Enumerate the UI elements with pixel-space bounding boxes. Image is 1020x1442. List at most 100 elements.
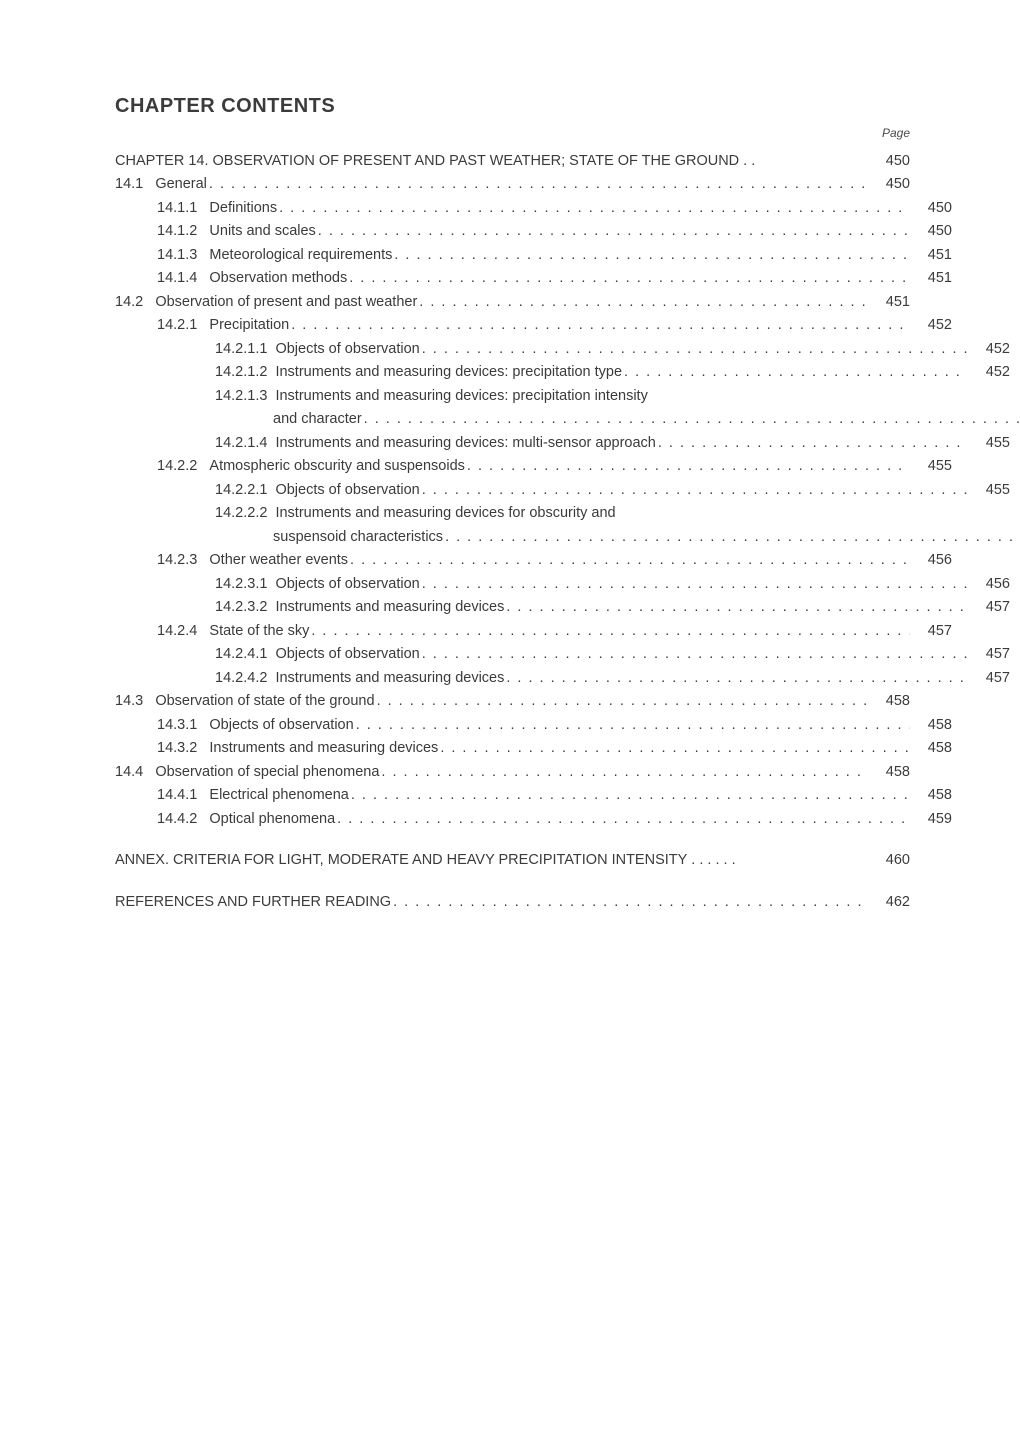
toc-entry-page: 457 bbox=[970, 667, 1010, 690]
toc-entry-number: 14.2.4.2 bbox=[215, 667, 275, 690]
toc-entry-title: Observation methods bbox=[209, 267, 347, 290]
toc-entry-page: 458 bbox=[912, 714, 952, 737]
toc-entry-title: Meteorological requirements bbox=[209, 244, 392, 267]
toc-row: 14.1.4 Observation methods. . . . . . . … bbox=[115, 267, 952, 290]
toc-entry-number: 14.4.2 bbox=[157, 808, 209, 831]
toc-entry-number: 14.2.1.2 bbox=[215, 361, 275, 384]
toc-row: 14.2.3 Other weather events. . . . . . .… bbox=[115, 549, 952, 572]
toc-row: 14.2.3.2 Instruments and measuring devic… bbox=[115, 596, 1010, 619]
toc-entry-number: 14.2.1 bbox=[157, 314, 209, 337]
toc-entry-number: 14.2.3.1 bbox=[215, 573, 275, 596]
toc-entry-title: Objects of observation bbox=[275, 573, 419, 596]
toc-entry-number: 14.2.4 bbox=[157, 620, 209, 643]
toc-row: 14.3 Observation of state of the ground.… bbox=[115, 690, 910, 713]
toc-entry-page: 455 bbox=[970, 432, 1010, 455]
toc-entry-title: General bbox=[155, 173, 207, 196]
toc-entry-title: Objects of observation bbox=[209, 714, 353, 737]
toc-entry-page: 458 bbox=[912, 737, 952, 760]
toc-row: 14.2.2.1 Objects of observation. . . . .… bbox=[115, 479, 1010, 502]
toc-leader: . . . . . . bbox=[691, 849, 735, 872]
toc-entry-page: 452 bbox=[912, 314, 952, 337]
toc-leader: . . . . . . . . . . . . . . . . . . . . … bbox=[311, 620, 910, 643]
toc-entry-page: 450 bbox=[870, 173, 910, 196]
toc-leader: . . . . . . . . . . . . . . . . . . . . … bbox=[422, 338, 968, 361]
toc-row: 14.2.2 Atmospheric obscurity and suspens… bbox=[115, 455, 952, 478]
toc-leader: . . . . . . . . . . . . . . . . . . . . … bbox=[506, 667, 968, 690]
toc-entry-title: Units and scales bbox=[209, 220, 315, 243]
toc-row: and character. . . . . . . . . . . . . .… bbox=[115, 408, 1020, 431]
toc-leader: . . . . . . . . . . . . . . . . . . . . … bbox=[381, 761, 868, 784]
toc-row: 14.1 General. . . . . . . . . . . . . . … bbox=[115, 173, 910, 196]
toc-entry-number: 14.1.4 bbox=[157, 267, 209, 290]
toc-row: 14.1.3 Meteorological requirements. . . … bbox=[115, 244, 952, 267]
toc-leader: . . . . . . . . . . . . . . . . . . . . … bbox=[422, 643, 968, 666]
toc-entry-title: and character bbox=[273, 408, 362, 431]
toc-entry-number: 14.2.2 bbox=[157, 455, 209, 478]
toc-entry-title: Instruments and measuring devices: multi… bbox=[275, 432, 655, 455]
toc-entry-title: Atmospheric obscurity and suspensoids bbox=[209, 455, 465, 478]
toc-row: 14.2.2.2 Instruments and measuring devic… bbox=[115, 502, 1010, 525]
toc-entry-title: Instruments and measuring devices bbox=[209, 737, 438, 760]
toc-leader: . . . . . . . . . . . . . . . . . . . . … bbox=[291, 314, 910, 337]
toc-leader: . . . . . . . . . . . . . . . . . . . . … bbox=[658, 432, 968, 455]
toc-leader: . . . . . . . . . . . . . . . . . . . . … bbox=[350, 549, 910, 572]
toc-entry-title: Electrical phenomena bbox=[209, 784, 348, 807]
toc-entry-number: 14.1 bbox=[115, 173, 155, 196]
toc-leader: . . . . . . . . . . . . . . . . . . . . … bbox=[422, 573, 968, 596]
toc-entry-number: 14.2.1.1 bbox=[215, 338, 275, 361]
toc-row: REFERENCES AND FURTHER READING. . . . . … bbox=[115, 891, 910, 914]
toc-leader: . . . . . . . . . . . . . . . . . . . . … bbox=[279, 197, 910, 220]
toc-row: 14.4.1 Electrical phenomena. . . . . . .… bbox=[115, 784, 952, 807]
toc-entry-page: 452 bbox=[970, 361, 1010, 384]
toc-entry-page: 459 bbox=[912, 808, 952, 831]
toc-entry-number: 14.2 bbox=[115, 291, 155, 314]
toc-entry-page: 455 bbox=[912, 455, 952, 478]
toc-entry-page: 458 bbox=[912, 784, 952, 807]
toc-entry-page: 462 bbox=[870, 891, 910, 914]
toc-row: 14.2.1 Precipitation. . . . . . . . . . … bbox=[115, 314, 952, 337]
toc-entry-number: 14.3.2 bbox=[157, 737, 209, 760]
toc-entry-title: ANNEX. CRITERIA FOR LIGHT, MODERATE AND … bbox=[115, 849, 687, 872]
toc-entry-page: 458 bbox=[870, 690, 910, 713]
toc-row: 14.3.2 Instruments and measuring devices… bbox=[115, 737, 952, 760]
toc-leader: . . . . . . . . . . . . . . . . . . . . … bbox=[422, 479, 968, 502]
toc-entry-title: Instruments and measuring devices for ob… bbox=[275, 502, 615, 525]
toc-entry-title: Definitions bbox=[209, 197, 277, 220]
toc-entry-number: 14.3.1 bbox=[157, 714, 209, 737]
table-of-contents: CHAPTER 14. OBSERVATION OF PRESENT AND P… bbox=[115, 150, 910, 914]
toc-leader: . . . . . . . . . . . . . . . . . . . . … bbox=[624, 361, 968, 384]
toc-entry-title: suspensoid characteristics bbox=[273, 526, 443, 549]
toc-entry-number: 14.2.4.1 bbox=[215, 643, 275, 666]
toc-entry-number: 14.4 bbox=[115, 761, 155, 784]
toc-entry-number: 14.2.2.1 bbox=[215, 479, 275, 502]
toc-entry-page: 458 bbox=[870, 761, 910, 784]
toc-leader: . . . . . . . . . . . . . . . . . . . . … bbox=[393, 891, 868, 914]
page-column-label: Page bbox=[115, 126, 910, 140]
toc-gap bbox=[115, 873, 910, 891]
toc-row: 14.2.4 State of the sky. . . . . . . . .… bbox=[115, 620, 952, 643]
toc-leader: . . . . . . . . . . . . . . . . . . . . … bbox=[364, 408, 1020, 431]
toc-row: 14.2.4.2 Instruments and measuring devic… bbox=[115, 667, 1010, 690]
toc-entry-number: 14.1.3 bbox=[157, 244, 209, 267]
toc-entry-title: Instruments and measuring devices: preci… bbox=[275, 361, 622, 384]
toc-entry-page: 455 bbox=[970, 479, 1010, 502]
toc-entry-page: 456 bbox=[970, 573, 1010, 596]
toc-entry-page: 450 bbox=[870, 150, 910, 173]
toc-entry-page: 457 bbox=[970, 596, 1010, 619]
toc-entry-title: Observation of special phenomena bbox=[155, 761, 379, 784]
toc-entry-page: 451 bbox=[870, 291, 910, 314]
toc-entry-title: Instruments and measuring devices bbox=[275, 667, 504, 690]
toc-row: 14.2 Observation of present and past wea… bbox=[115, 291, 910, 314]
toc-row: ANNEX. CRITERIA FOR LIGHT, MODERATE AND … bbox=[115, 849, 910, 872]
toc-entry-page: 457 bbox=[912, 620, 952, 643]
toc-row: 14.2.1.1 Objects of observation. . . . .… bbox=[115, 338, 1010, 361]
toc-leader: . . . . . . . . . . . . . . . . . . . . … bbox=[351, 784, 910, 807]
toc-leader: . . . . . . . . . . . . . . . . . . . . … bbox=[337, 808, 910, 831]
toc-entry-title: Observation of present and past weather bbox=[155, 291, 417, 314]
toc-entry-page: 460 bbox=[870, 849, 910, 872]
toc-row: suspensoid characteristics. . . . . . . … bbox=[115, 526, 1020, 549]
toc-gap bbox=[115, 831, 910, 849]
toc-entry-number: 14.1.2 bbox=[157, 220, 209, 243]
toc-entry-title: Other weather events bbox=[209, 549, 348, 572]
toc-leader: . . . . . . . . . . . . . . . . . . . . … bbox=[349, 267, 910, 290]
